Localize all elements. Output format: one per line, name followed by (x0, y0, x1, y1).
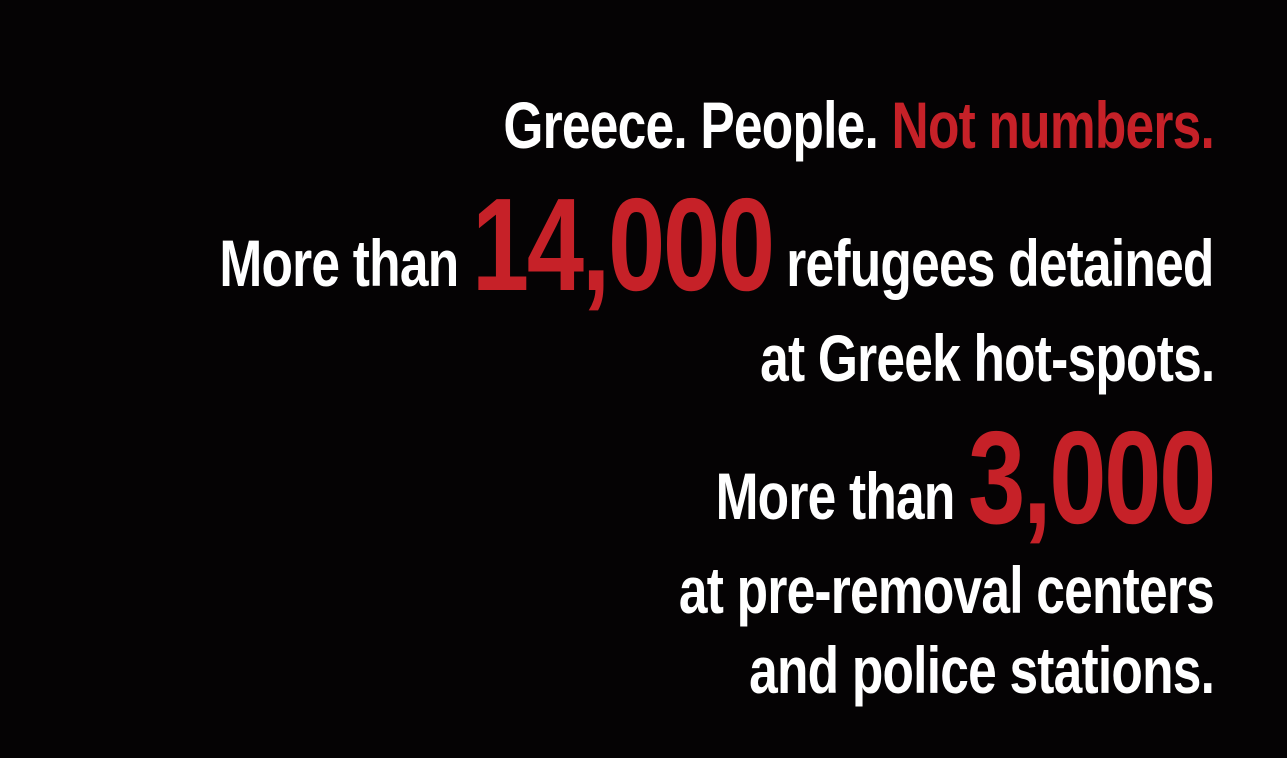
headline-part-2: Not numbers. (891, 88, 1215, 162)
stat1-location: at Greek hot-spots. (759, 321, 1215, 395)
stat2-line-2: at pre-removal centers (679, 557, 1215, 623)
stat1-prefix: More than (219, 226, 460, 300)
stat1-number: 14,000 (472, 171, 775, 318)
stat2-location-2: and police stations. (749, 633, 1215, 707)
headline-part-1: Greece. People. (503, 88, 879, 162)
stat1-line-1: More than 14,000 refugees detained (219, 179, 1215, 311)
stat2-location-1: at pre-removal centers (678, 553, 1215, 627)
stat2-prefix: More than (715, 459, 956, 533)
stat2-line-3: and police stations. (749, 637, 1215, 703)
stat1-line-2: at Greek hot-spots. (760, 325, 1215, 391)
stat1-suffix: refugees detained (786, 226, 1215, 300)
headline: Greece. People. Not numbers. (503, 92, 1214, 158)
stat2-number: 3,000 (968, 404, 1216, 551)
stat2-line-1: More than 3,000 (715, 412, 1217, 544)
